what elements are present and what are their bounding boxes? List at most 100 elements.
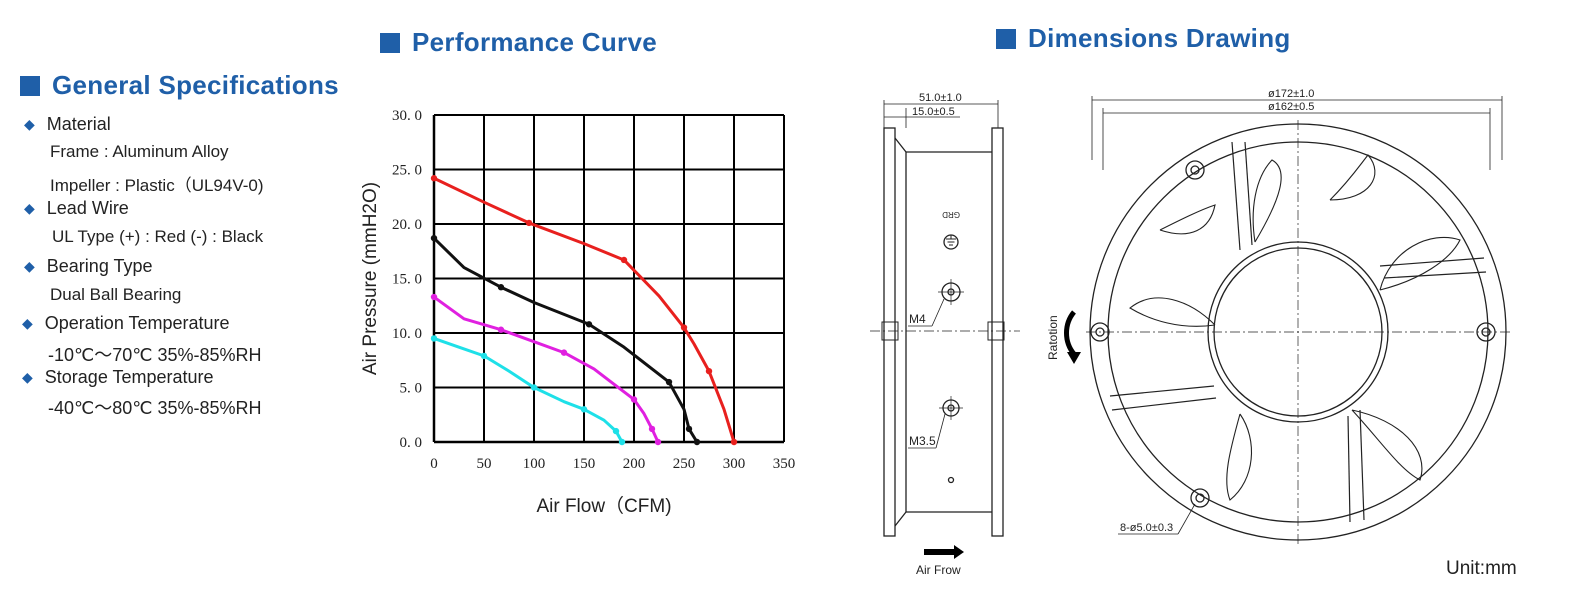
y-tick-label: 15. 0 — [392, 272, 422, 288]
m35-label: M3.5 — [909, 434, 936, 448]
x-axis-label: Air Flow（CFM) — [536, 495, 671, 517]
series-line — [433, 337, 624, 443]
series-point — [430, 293, 438, 301]
x-tick-label: 0 — [430, 456, 438, 472]
series-point — [430, 234, 438, 242]
y-tick-label: 5. 0 — [400, 381, 423, 397]
dimensions-drawing: 51.0±1.0 15.0±0.5 GRD M4 M3.5 — [870, 88, 1512, 577]
series-point — [680, 324, 688, 331]
spec-label-operation-temp: Operation Temperature — [22, 313, 230, 334]
mount-hole-right-icon — [1476, 322, 1496, 342]
fan-blade — [1351, 409, 1423, 481]
performance-chart: 0 50 100 150 200 250 300 350 0. 0 5. 0 10. 0 15. 0 2… — [360, 108, 796, 517]
depth-dimension-label: 51.0±1.0 — [919, 92, 962, 104]
y-axis-label: Air Pressure (mmH2O) — [360, 182, 381, 375]
performance-title: Performance Curve — [380, 27, 657, 58]
series-point — [530, 384, 538, 391]
dimensions-title: Dimensions Drawing — [996, 23, 1291, 54]
spec-label-lead-wire: Lead Wire — [24, 198, 129, 219]
x-tick-label: 250 — [673, 456, 696, 472]
x-tick-label: 300 — [723, 456, 746, 472]
outer-diameter-label: ø172±1.0 — [1268, 88, 1314, 100]
spec-detail-ul-type: UL Type (+) : Red (-) : Black — [52, 227, 264, 246]
y-tick-label: 20. 0 — [392, 217, 422, 233]
fan-side-view: 51.0±1.0 15.0±0.5 GRD M4 M3.5 — [870, 92, 1020, 577]
spec-label-storage-temp: Storage Temperature — [22, 367, 214, 388]
spec-label-material: Material — [24, 114, 111, 135]
fan-blade — [1252, 159, 1282, 243]
holes-label: 8-ø5.0±0.3 — [1120, 522, 1173, 534]
x-tick-label: 350 — [773, 456, 796, 472]
spec-detail-frame: Frame : Aluminum Alloy — [50, 142, 229, 161]
series-point — [560, 349, 568, 356]
mount-hole-bottom-icon — [1190, 488, 1210, 508]
series-line — [432, 237, 699, 443]
spoke-bottom — [1359, 409, 1365, 521]
series-point — [497, 284, 505, 291]
dimensions-title-text: Dimensions Drawing — [1028, 23, 1291, 53]
mount-hole-left-icon — [1090, 322, 1110, 342]
series-point — [730, 438, 738, 446]
series-point — [497, 326, 505, 333]
inner-diameter-label: ø162±0.5 — [1268, 101, 1314, 113]
fan-front-view: ø172±1.0 ø162±0.5 — [1046, 88, 1512, 544]
fan-blade — [1329, 154, 1376, 201]
small-hole-icon — [947, 476, 955, 484]
series-point — [525, 219, 533, 227]
series-point — [654, 438, 662, 446]
spoke-top — [1231, 141, 1241, 251]
rotation-arrow-icon — [1064, 310, 1077, 356]
series-point — [693, 438, 701, 446]
x-tick-label: 200 — [623, 456, 646, 472]
series-point — [648, 425, 656, 433]
spoke-right — [1379, 257, 1485, 267]
series-point — [430, 335, 438, 342]
y-tick-label: 30. 0 — [392, 108, 422, 124]
series-point — [480, 352, 488, 360]
series-point — [665, 378, 673, 386]
spec-detail-storage-temp: -40℃～80℃ 35%-85%RH — [48, 398, 262, 418]
spec-detail-operation-temp: -10℃～70℃ 35%-85%RH — [48, 345, 262, 365]
x-tick-label: 150 — [573, 456, 596, 472]
general-spec-title: General Specifications — [20, 70, 339, 101]
series-point — [580, 406, 588, 413]
series-point — [705, 367, 713, 375]
unit-label: Unit:mm — [1446, 558, 1517, 579]
m4-label: M4 — [909, 312, 926, 326]
series-point — [630, 396, 638, 403]
y-tick-label: 10. 0 — [392, 326, 422, 342]
airflow-label: Air Frow — [916, 563, 961, 577]
airflow-arrow-icon — [924, 545, 964, 559]
blue-square-icon — [20, 75, 40, 96]
x-tick-label: 100 — [523, 456, 546, 472]
fan-blade — [1379, 236, 1461, 291]
series-point — [430, 175, 438, 182]
flange-dimension-label: 15.0±0.5 — [912, 106, 955, 118]
mount-hole-top-icon — [1185, 160, 1205, 180]
series-point — [618, 438, 626, 446]
spec-detail-bearing: Dual Ball Bearing — [50, 285, 182, 304]
grd-label: GRD — [942, 210, 960, 219]
fan-blade — [1159, 204, 1216, 235]
side-right-flange — [991, 127, 1004, 537]
blue-square-icon — [996, 28, 1016, 49]
fan-blade — [1129, 297, 1216, 327]
spoke-left — [1111, 397, 1217, 411]
series-line — [433, 176, 736, 443]
y-tick-label: 0. 0 — [400, 435, 423, 451]
fan-blade — [1226, 413, 1252, 501]
series-line — [433, 295, 660, 443]
rotation-label: Ratotion — [1046, 315, 1060, 360]
y-tick-label: 25. 0 — [392, 163, 422, 179]
performance-title-text: Performance Curve — [412, 27, 657, 57]
x-tick-label: 50 — [477, 456, 492, 472]
series-point — [612, 427, 620, 435]
spec-detail-impeller: Impeller : Plastic（UL94V-0) — [50, 176, 264, 195]
series-point — [585, 321, 593, 328]
side-left-flange — [883, 127, 896, 537]
series-point — [685, 425, 693, 433]
spec-label-bearing: Bearing Type — [24, 256, 153, 277]
general-spec-title-text: General Specifications — [52, 70, 339, 100]
blue-square-icon — [380, 32, 400, 53]
series-point — [620, 256, 628, 264]
